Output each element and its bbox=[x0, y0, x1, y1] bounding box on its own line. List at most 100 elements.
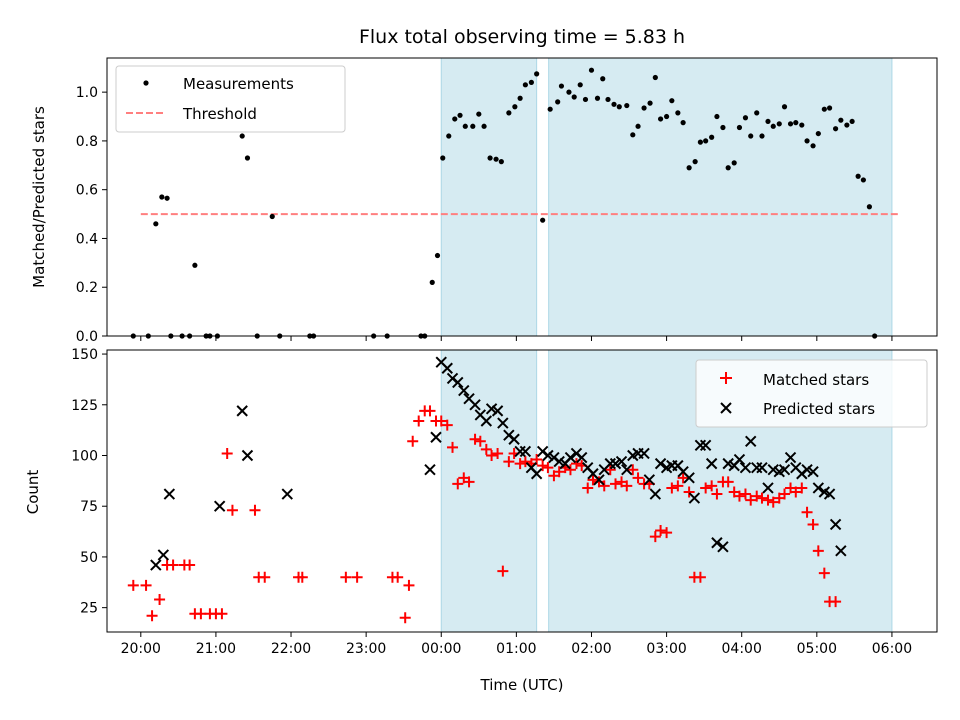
measurement-point bbox=[759, 133, 765, 139]
predicted-star-point bbox=[823, 488, 836, 500]
y-tick-label: 25 bbox=[80, 601, 98, 617]
measurement-point bbox=[577, 82, 583, 88]
predicted-star-point bbox=[638, 447, 650, 460]
legend-matched-label: Matched stars bbox=[763, 371, 869, 389]
matched-star-point bbox=[542, 462, 554, 474]
matched-star-point bbox=[392, 571, 404, 583]
measurement-point bbox=[725, 165, 731, 171]
measurement-point bbox=[153, 221, 159, 227]
matched-star-point bbox=[486, 449, 498, 461]
measurement-point bbox=[446, 133, 452, 139]
matched-star-point bbox=[413, 415, 425, 427]
y-tick-label: 0.4 bbox=[76, 231, 98, 247]
measurement-point bbox=[810, 143, 816, 149]
predicted-star-point bbox=[705, 457, 718, 470]
measurement-point bbox=[571, 94, 577, 100]
measurement-point bbox=[528, 79, 534, 85]
matched-star-point bbox=[733, 490, 745, 502]
x-tick-label: 02:00 bbox=[571, 641, 611, 657]
matched-star-point bbox=[259, 571, 271, 583]
y-tick-label: 0.0 bbox=[76, 329, 98, 345]
matched-star-point bbox=[700, 482, 712, 494]
measurement-point bbox=[594, 95, 601, 101]
measurement-point bbox=[164, 195, 170, 201]
measurement-point bbox=[838, 117, 844, 123]
predicted-star-point bbox=[576, 451, 588, 464]
matched-star-point bbox=[537, 460, 549, 472]
predicted-star-point bbox=[213, 500, 226, 512]
matched-star-point bbox=[610, 478, 622, 490]
measurement-point bbox=[630, 132, 636, 138]
x-tick-label: 23:00 bbox=[346, 641, 386, 657]
measurement-point bbox=[600, 76, 606, 82]
measurement-point bbox=[709, 134, 715, 140]
measurement-point bbox=[821, 106, 827, 112]
matched-star-point bbox=[452, 478, 464, 490]
y-tick-label: 150 bbox=[71, 347, 98, 363]
measurement-point bbox=[686, 165, 692, 171]
measurement-point bbox=[159, 194, 165, 200]
matched-star-point bbox=[167, 559, 179, 571]
x-tick-label: 04:00 bbox=[722, 641, 762, 657]
x-axis-label: Time (UTC) bbox=[480, 676, 564, 694]
top-y-ticks: 0.0 0.2 0.4 0.6 0.8 1.0 bbox=[76, 85, 107, 345]
y-tick-label: 1.0 bbox=[76, 85, 98, 101]
matched-star-point bbox=[340, 571, 352, 583]
matched-star-point bbox=[216, 608, 228, 620]
measurement-point bbox=[742, 115, 749, 121]
bottom-panel: 25 50 75 100 125 150 20:00 21:00 22:00 23:00 00:0… bbox=[24, 347, 938, 694]
predicted-star-point bbox=[424, 463, 436, 476]
legend-predicted-marker bbox=[720, 402, 732, 414]
measurement-point bbox=[804, 138, 810, 144]
matched-star-point bbox=[447, 441, 459, 453]
top-axes-frame bbox=[106, 57, 938, 337]
measurement-point bbox=[793, 120, 799, 126]
measurement-point bbox=[440, 155, 446, 161]
matched-star-point bbox=[711, 488, 723, 500]
predicted-star-point bbox=[717, 541, 729, 553]
x-tick-label: 20:00 bbox=[121, 641, 161, 657]
measurement-point bbox=[452, 116, 458, 122]
measurement-point bbox=[675, 110, 681, 116]
matched-star-point bbox=[564, 464, 576, 476]
predicted-star-point bbox=[430, 431, 442, 443]
predicted-star-point bbox=[441, 362, 453, 374]
measurement-point bbox=[657, 116, 664, 122]
measurement-point bbox=[844, 122, 850, 128]
matched-star-point bbox=[221, 447, 233, 459]
top-legend-box bbox=[115, 65, 346, 133]
measurement-point bbox=[669, 98, 675, 104]
predicted-star-point bbox=[281, 488, 293, 500]
predicted-stars-points bbox=[150, 356, 847, 571]
measurement-point bbox=[832, 126, 839, 132]
y-tick-label: 75 bbox=[80, 499, 98, 515]
predicted-star-point bbox=[469, 399, 481, 411]
measurement-point bbox=[555, 99, 561, 105]
matched-star-point bbox=[146, 610, 158, 622]
measurement-point bbox=[481, 123, 487, 129]
matched-star-point bbox=[582, 482, 594, 494]
matched-star-point bbox=[604, 464, 616, 476]
y-tick-label: 0.6 bbox=[76, 183, 98, 199]
matched-star-point bbox=[587, 474, 599, 486]
predicted-star-point bbox=[649, 488, 662, 500]
measurement-point bbox=[588, 67, 595, 73]
matched-star-point bbox=[598, 480, 610, 492]
measurement-point bbox=[815, 130, 821, 137]
matched-star-point bbox=[351, 571, 363, 583]
top-x-ticks bbox=[140, 336, 893, 341]
matched-star-point bbox=[739, 488, 751, 500]
measurement-point bbox=[493, 156, 499, 162]
matched-star-point bbox=[779, 488, 791, 500]
x-tick-label: 01:00 bbox=[496, 641, 536, 657]
legend-measurements-label: Measurements bbox=[183, 75, 294, 93]
matched-star-point bbox=[767, 496, 779, 508]
predicted-star-point bbox=[683, 472, 695, 484]
matched-star-point bbox=[570, 458, 582, 470]
matched-star-point bbox=[796, 482, 808, 494]
bottom-axes-frame bbox=[106, 349, 938, 633]
measurement-point bbox=[703, 138, 709, 144]
measurement-point bbox=[605, 96, 611, 103]
predicted-star-point bbox=[812, 482, 825, 494]
measurement-point bbox=[512, 104, 518, 110]
